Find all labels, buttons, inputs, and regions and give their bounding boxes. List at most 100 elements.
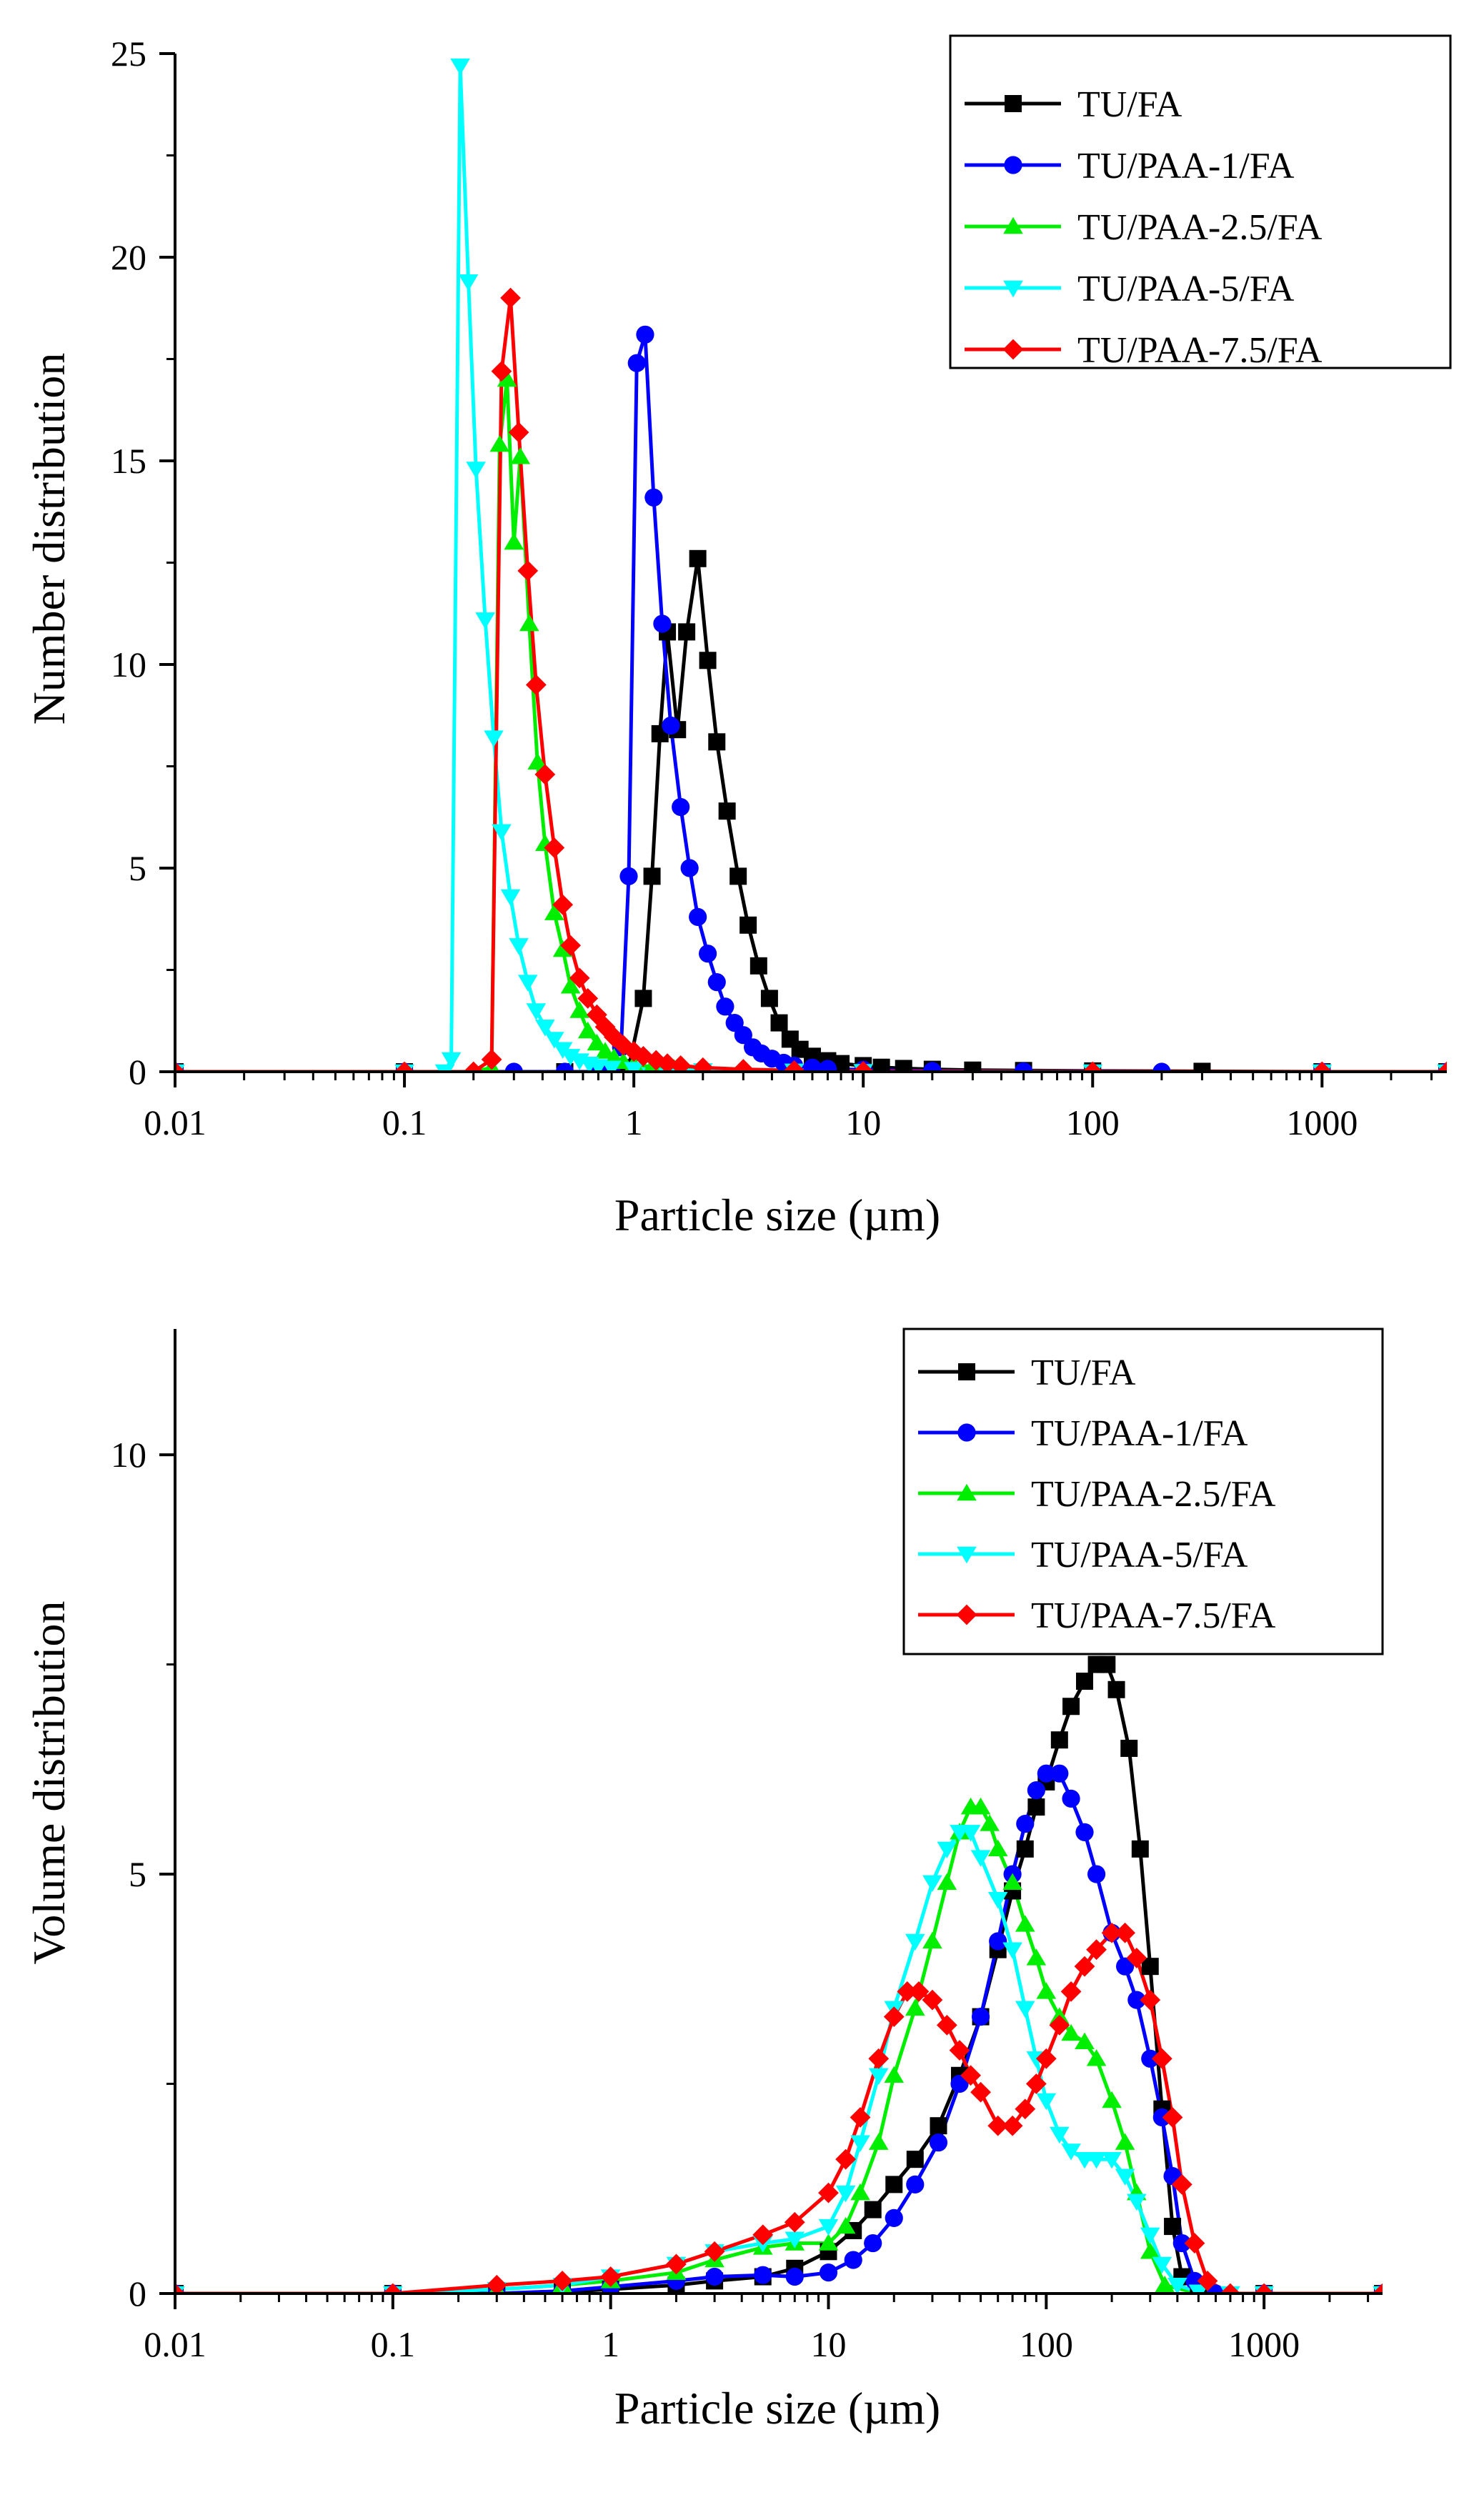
- data-point-tu-fa: [1120, 1739, 1138, 1757]
- data-point-tu-paa-7-5-fa: [1049, 2014, 1070, 2036]
- plot-area: [175, 58, 1447, 1072]
- data-point-tu-fa: [634, 990, 652, 1007]
- data-point-tu-paa-7-5-fa: [633, 1045, 654, 1067]
- data-point-tu-paa-7-5-fa: [175, 1061, 186, 1072]
- data-point-tu-fa: [864, 2201, 882, 2218]
- data-point-tu-paa-7-5-fa: [560, 935, 582, 956]
- x-tick-label: 0.1: [371, 2324, 416, 2364]
- data-point-tu-fa: [1075, 1673, 1093, 1690]
- data-point-tu-fa: [964, 1061, 982, 1072]
- data-point-tu-paa-7-5-fa: [1035, 2048, 1057, 2069]
- data-point-tu-fa: [885, 2176, 903, 2193]
- data-point-tu-paa-1-fa: [1016, 1815, 1035, 1833]
- data-point-tu-paa-5-fa: [1102, 2151, 1122, 2169]
- data-point-tu-fa: [708, 733, 726, 751]
- legend-label-tu-paa-7-5-fa: TU/PAA-7.5/FA: [1077, 330, 1323, 371]
- legend-label-tu-paa-1-fa: TU/PAA-1/FA: [1077, 146, 1295, 186]
- data-point-tu-paa-7-5-fa: [394, 1061, 415, 1072]
- series-markers: [175, 58, 1447, 1072]
- axes: 0.01 0.1 1 10 100 1000 0 5 10 15 20 25: [111, 34, 1447, 1142]
- data-point-tu-paa-7-5-fa: [1436, 1061, 1447, 1072]
- data-point-tu-paa-5-fa: [1036, 2093, 1057, 2111]
- data-point-tu-paa-5-fa: [560, 1049, 581, 1066]
- y-tick-label: 15: [111, 441, 146, 481]
- series-line-tu-paa-2-5-fa: [175, 377, 1447, 1072]
- data-point-tu-paa-7-5-fa: [1074, 1956, 1095, 1977]
- data-point-tu-paa-5-fa: [785, 2231, 805, 2248]
- data-point-tu-paa-7-5-fa: [850, 2107, 871, 2128]
- data-point-tu-paa-2-5-fa: [587, 1033, 607, 1051]
- data-point-tu-paa-7-5-fa: [1060, 1981, 1082, 2002]
- data-point-tu-fa: [832, 1055, 850, 1072]
- data-point-tu-paa-2-5-fa: [1086, 2049, 1107, 2066]
- y-axis-label: Volume distribution: [24, 1600, 74, 1964]
- data-point-tu-paa-7-5-fa: [569, 967, 590, 989]
- data-point-tu-paa-1-fa: [653, 614, 672, 633]
- data-point-tu-paa-2-5-fa: [987, 1839, 1008, 1857]
- data-point-tu-paa-5-fa: [1002, 1942, 1022, 1959]
- data-point-tu-paa-1-fa: [1015, 1062, 1033, 1072]
- legend-label-tu-paa-2-5-fa: TU/PAA-2.5/FA: [1031, 1474, 1276, 1515]
- data-point-tu-paa-7-5-fa: [1311, 1061, 1333, 1072]
- data-point-tu-paa-5-fa: [960, 1825, 981, 1842]
- legend-label-tu-paa-2-5-fa: TU/PAA-2.5/FA: [1077, 207, 1323, 248]
- chart-volume-distribution: 0.01 0.1 1 10 100 1000 0 5 10 Particle size (µm)…: [24, 1328, 1384, 2434]
- data-point-tu-paa-5-fa: [1015, 2001, 1035, 2018]
- data-point-tu-paa-7-5-fa: [534, 764, 556, 785]
- legend-marker-tu-paa-7-5-fa: [1002, 339, 1024, 360]
- data-point-tu-paa-7-5-fa: [508, 422, 529, 443]
- data-point-tu-paa-5-fa: [1167, 2278, 1187, 2294]
- data-point-tu-paa-5-fa: [466, 462, 486, 479]
- x-tick-label: 0.01: [144, 1102, 206, 1142]
- data-point-tu-paa-2-5-fa: [510, 447, 531, 464]
- data-point-tu-paa-1-fa: [707, 973, 726, 992]
- data-point-tu-paa-1-fa: [716, 997, 734, 1016]
- data-point-tu-paa-1-fa: [864, 2233, 882, 2253]
- data-point-tu-paa-7-5-fa: [987, 2115, 1009, 2136]
- legend: TU/FA TU/PAA-1/FA TU/PAA-2.5/FA TU/PAA-5/FA…: [949, 34, 1452, 371]
- data-point-tu-paa-7-5-fa: [732, 1059, 754, 1072]
- data-point-tu-paa-7-5-fa: [1184, 2233, 1205, 2254]
- data-point-tu-paa-2-5-fa: [489, 435, 510, 452]
- y-axis-label: Number distribution: [24, 353, 74, 725]
- data-point-tu-paa-1-fa: [619, 867, 638, 885]
- data-point-tu-fa: [739, 916, 757, 934]
- data-point-tu-paa-7-5-fa: [1197, 2270, 1218, 2291]
- x-axis-label: Particle size (µm): [614, 2383, 940, 2434]
- data-point-tu-paa-2-5-fa: [544, 903, 564, 920]
- data-point-tu-paa-7-5-fa: [544, 837, 565, 858]
- data-point-tu-fa: [678, 623, 696, 641]
- y-tick-label: 5: [129, 848, 146, 888]
- data-point-tu-paa-5-fa: [1140, 2227, 1160, 2245]
- data-point-tu-paa-2-5-fa: [595, 1042, 615, 1059]
- data-point-tu-paa-5-fa: [500, 889, 521, 907]
- data-point-tu-paa-2-5-fa: [569, 1001, 589, 1018]
- series-line-tu-fa: [175, 1663, 1383, 2294]
- data-point-tu-paa-2-5-fa: [1002, 1873, 1022, 1890]
- data-point-tu-paa-1-fa: [950, 2074, 969, 2093]
- data-point-tu-paa-5-fa: [544, 1032, 564, 1049]
- data-point-tu-fa: [895, 1060, 912, 1072]
- data-point-tu-fa: [930, 2117, 947, 2135]
- y-tick-label: 10: [111, 644, 146, 684]
- data-point-tu-fa: [760, 990, 778, 1007]
- data-point-tu-paa-7-5-fa: [970, 2081, 991, 2103]
- data-point-tu-paa-1-fa: [1050, 1764, 1069, 1783]
- data-point-tu-fa: [1131, 1840, 1149, 1858]
- data-point-tu-paa-1-fa: [680, 859, 699, 877]
- data-point-tu-paa-5-fa: [835, 2185, 856, 2203]
- data-point-tu-paa-1-fa: [923, 1062, 942, 1072]
- data-point-tu-paa-1-fa: [989, 1932, 1007, 1951]
- data-point-tu-fa: [750, 957, 767, 975]
- legend: TU/FA TU/PAA-1/FA TU/PAA-2.5/FA TU/PAA-5/FA…: [902, 1328, 1384, 1655]
- data-point-tu-paa-1-fa: [1115, 1957, 1135, 1976]
- data-point-tu-paa-7-5-fa: [666, 2254, 687, 2275]
- data-point-tu-paa-5-fa: [1061, 2143, 1081, 2161]
- data-point-tu-paa-5-fa: [602, 1060, 622, 1072]
- data-point-tu-paa-7-5-fa: [936, 2014, 957, 2036]
- legend-marker-tu-paa-2-5-fa: [957, 1483, 977, 1501]
- data-point-tu-paa-5-fa: [850, 2135, 870, 2152]
- data-point-tu-paa-7-5-fa: [908, 1981, 930, 2002]
- data-point-tu-paa-1-fa: [698, 945, 717, 963]
